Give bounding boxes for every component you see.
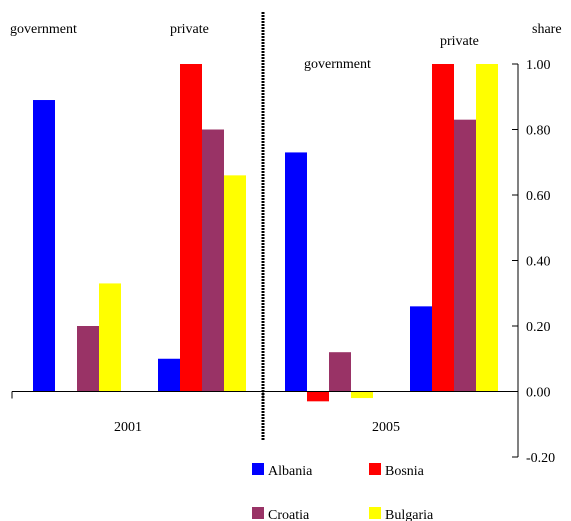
group-label-2005-government: government	[304, 57, 371, 72]
bar-bulgaria-2001-private	[224, 175, 246, 392]
y-axis-label: share	[532, 22, 562, 37]
year-label-2005: 2005	[372, 420, 400, 435]
legend-swatch-bosnia	[369, 463, 381, 475]
y-tick-label: -0.20	[526, 451, 555, 466]
legend: Albania Bosnia Croatia Bulgaria	[252, 463, 434, 521]
y-tick-label: 0.00	[526, 386, 551, 401]
bar-bulgaria-2001-government	[99, 283, 121, 392]
group-label-2001-government: government	[10, 22, 77, 37]
bar-albania-2001-government	[33, 100, 55, 392]
y-tick-label: 0.60	[526, 189, 551, 204]
legend-swatch-albania	[252, 463, 264, 475]
bar-albania-2001-private	[158, 358, 180, 392]
labels-layer: -0.20 0.00 0.20 0.40 0.60 0.80 1.00 share govern…	[10, 22, 562, 466]
bar-bosnia-2005-private	[432, 64, 454, 392]
bar-albania-2005-government	[285, 152, 307, 392]
y-tick-label: 0.80	[526, 124, 551, 139]
bar-bosnia-2001-private	[180, 64, 202, 392]
axes-layer	[11, 12, 519, 458]
legend-label-bulgaria: Bulgaria	[385, 508, 434, 521]
bar-bulgaria-2005-private	[476, 64, 498, 392]
legend-label-albania: Albania	[268, 464, 313, 479]
legend-swatch-bulgaria	[369, 507, 381, 519]
year-label-2001: 2001	[114, 420, 142, 435]
y-tick-label: 1.00	[526, 58, 551, 73]
bar-croatia-2005-government	[329, 352, 351, 392]
bar-croatia-2001-private	[202, 129, 224, 392]
group-label-2005-private: private	[440, 34, 479, 49]
bars-layer	[33, 64, 498, 402]
legend-swatch-croatia	[252, 507, 264, 519]
group-label-2001-private: private	[170, 22, 209, 37]
y-tick-label: 0.20	[526, 320, 551, 335]
legend-label-bosnia: Bosnia	[385, 464, 425, 479]
bar-croatia-2001-government	[77, 326, 99, 392]
bar-croatia-2005-private	[454, 119, 476, 392]
bar-albania-2005-private	[410, 306, 432, 392]
legend-label-croatia: Croatia	[268, 508, 310, 521]
bar-bosnia-2005-government	[307, 391, 329, 402]
bar-bulgaria-2005-government	[351, 391, 373, 399]
y-tick-label: 0.40	[526, 255, 551, 270]
